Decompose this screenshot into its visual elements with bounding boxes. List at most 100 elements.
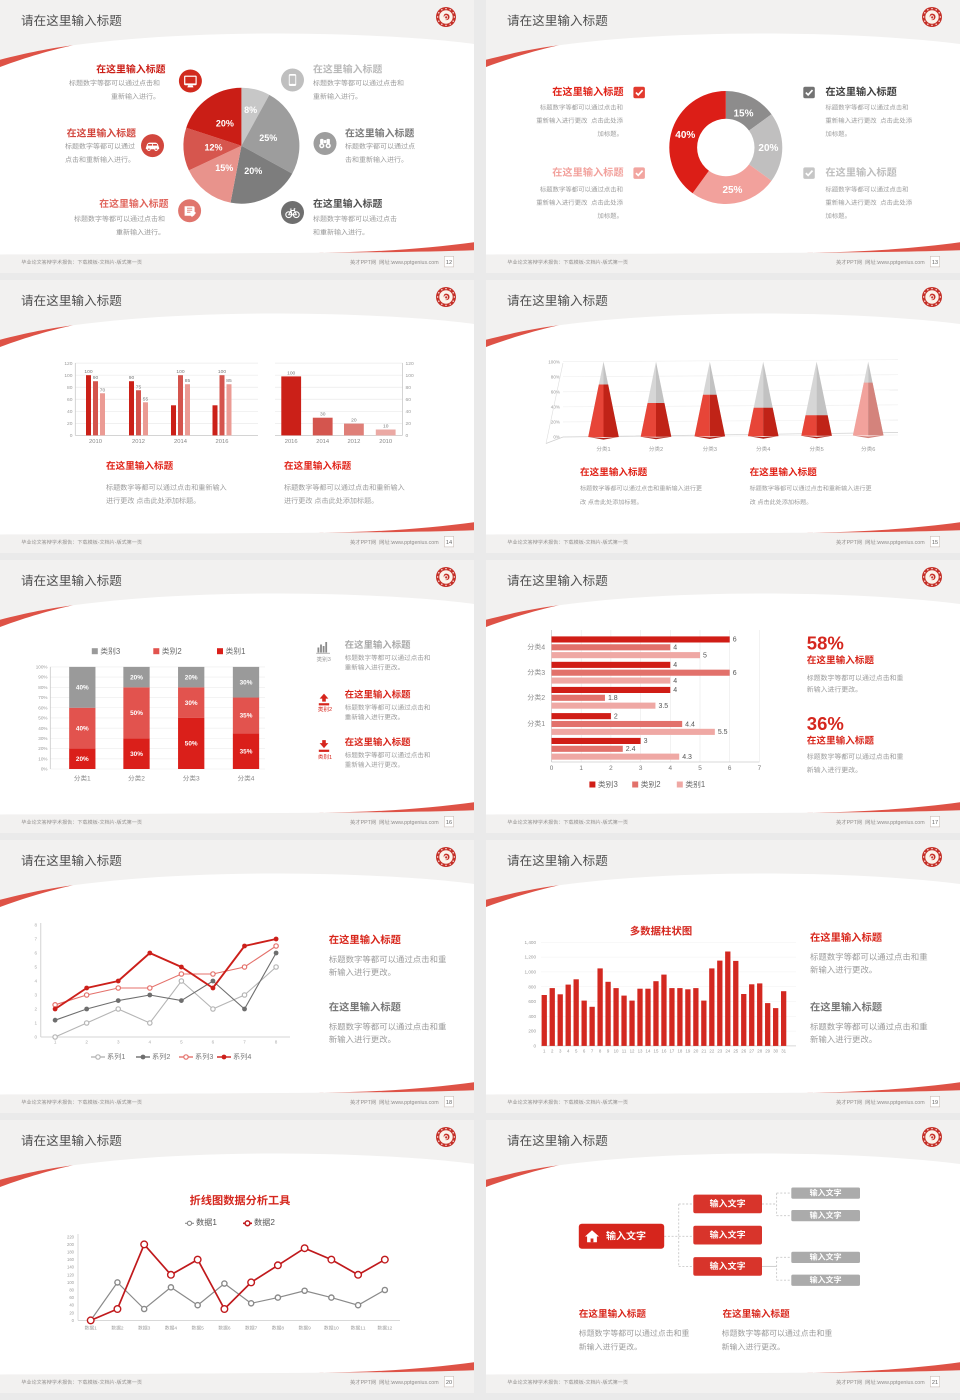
svg-text:6: 6: [212, 1040, 215, 1045]
svg-text:-: -: [115, 820, 117, 826]
svg-text:100%: 100%: [36, 665, 48, 670]
svg-text:2012: 2012: [347, 439, 360, 445]
svg-text:3: 3: [614, 780, 618, 789]
svg-text:0: 0: [70, 433, 73, 439]
svg-text:36%: 36%: [807, 713, 844, 734]
svg-text:T: T: [368, 540, 372, 546]
svg-text:3: 3: [209, 1052, 213, 1061]
svg-text:2: 2: [390, 1326, 393, 1332]
svg-text:20%: 20%: [185, 674, 198, 681]
svg-text:16: 16: [446, 820, 452, 826]
svg-text:15%: 15%: [734, 108, 754, 119]
svg-text:19: 19: [685, 1048, 690, 1053]
svg-text:80%: 80%: [38, 685, 47, 690]
svg-text:40%: 40%: [38, 726, 47, 731]
svg-text:24: 24: [725, 1048, 730, 1053]
svg-text:2: 2: [166, 1052, 170, 1061]
svg-text:200: 200: [67, 1242, 75, 1247]
svg-text:8%: 8%: [244, 105, 257, 115]
svg-text:1: 1: [121, 1052, 125, 1061]
svg-text:5: 5: [180, 1040, 183, 1045]
svg-text:60: 60: [69, 1295, 74, 1300]
svg-text:P: P: [361, 260, 365, 266]
svg-text:1: 1: [241, 647, 245, 656]
svg-text:25: 25: [733, 1048, 738, 1053]
svg-text:2: 2: [141, 776, 145, 783]
svg-text:P: P: [847, 1100, 851, 1106]
svg-text:19: 19: [932, 1100, 938, 1106]
svg-text:14: 14: [646, 1048, 651, 1053]
svg-text:200: 200: [528, 1029, 536, 1034]
svg-text:1,200: 1,200: [525, 955, 537, 960]
svg-text:0: 0: [336, 1326, 339, 1332]
svg-text:0: 0: [72, 1318, 75, 1323]
svg-text:35%: 35%: [240, 748, 253, 755]
svg-text:400: 400: [528, 1014, 536, 1019]
svg-text:1: 1: [94, 1326, 97, 1332]
svg-text:0: 0: [550, 765, 554, 772]
svg-text:2.4: 2.4: [626, 746, 636, 753]
svg-text:3: 3: [196, 776, 200, 783]
svg-text:2: 2: [270, 1218, 275, 1227]
svg-text:-: -: [601, 1380, 603, 1386]
svg-text:2: 2: [121, 1326, 124, 1332]
svg-text:3: 3: [559, 1048, 562, 1053]
svg-text:6: 6: [733, 637, 737, 644]
svg-text:3: 3: [639, 765, 643, 772]
svg-text:-: -: [98, 540, 100, 546]
svg-text:0%: 0%: [41, 767, 48, 772]
svg-text:2: 2: [609, 765, 613, 772]
svg-text:14: 14: [446, 540, 452, 546]
svg-text:3: 3: [116, 647, 120, 656]
svg-text:10%: 10%: [38, 756, 47, 761]
svg-text:100: 100: [84, 369, 92, 375]
svg-text:70%: 70%: [38, 695, 47, 700]
svg-text:15: 15: [654, 1048, 659, 1053]
svg-text:4: 4: [669, 765, 673, 772]
svg-text:85: 85: [226, 378, 232, 384]
svg-text:2: 2: [329, 707, 332, 713]
svg-text:10: 10: [614, 1048, 619, 1053]
svg-text:80%: 80%: [551, 374, 560, 379]
svg-text:2: 2: [541, 695, 545, 702]
svg-text:60: 60: [67, 397, 73, 403]
svg-text:T: T: [854, 540, 858, 546]
svg-text:22: 22: [709, 1048, 714, 1053]
svg-text:7: 7: [243, 1040, 246, 1045]
svg-text:18: 18: [446, 1100, 452, 1106]
svg-text:29: 29: [765, 1048, 770, 1053]
svg-text:3: 3: [541, 670, 545, 677]
svg-text:1: 1: [608, 447, 611, 453]
svg-text:1: 1: [34, 1021, 37, 1026]
svg-text:1: 1: [543, 1048, 546, 1053]
svg-text:9: 9: [607, 1048, 610, 1053]
svg-text:5: 5: [821, 447, 824, 453]
svg-text:100: 100: [67, 1280, 75, 1285]
svg-text:50%: 50%: [38, 716, 47, 721]
svg-text:30: 30: [773, 1048, 778, 1053]
svg-text:100: 100: [287, 370, 295, 376]
svg-text:3: 3: [34, 993, 37, 998]
svg-text:100: 100: [218, 369, 226, 375]
svg-text:4: 4: [673, 678, 677, 685]
svg-text:6: 6: [728, 765, 732, 772]
svg-text:1: 1: [212, 1218, 217, 1227]
svg-text:90: 90: [129, 375, 135, 381]
svg-text:21: 21: [701, 1048, 706, 1053]
svg-text:75: 75: [136, 384, 142, 390]
svg-text:180: 180: [67, 1250, 75, 1255]
svg-text:35%: 35%: [240, 713, 253, 720]
svg-text:15%: 15%: [215, 163, 233, 173]
svg-text:90: 90: [93, 375, 99, 381]
svg-text:8: 8: [275, 1040, 278, 1045]
svg-text:70: 70: [100, 387, 106, 393]
svg-text:3: 3: [148, 1326, 151, 1332]
svg-text:-: -: [115, 540, 117, 546]
svg-text:P: P: [364, 1380, 368, 1386]
svg-text:20: 20: [67, 421, 73, 427]
svg-text:4.3: 4.3: [682, 754, 692, 761]
svg-text:20: 20: [693, 1048, 698, 1053]
svg-text:220: 220: [67, 1234, 75, 1239]
svg-text:120: 120: [64, 361, 72, 367]
svg-text:100: 100: [176, 369, 184, 375]
